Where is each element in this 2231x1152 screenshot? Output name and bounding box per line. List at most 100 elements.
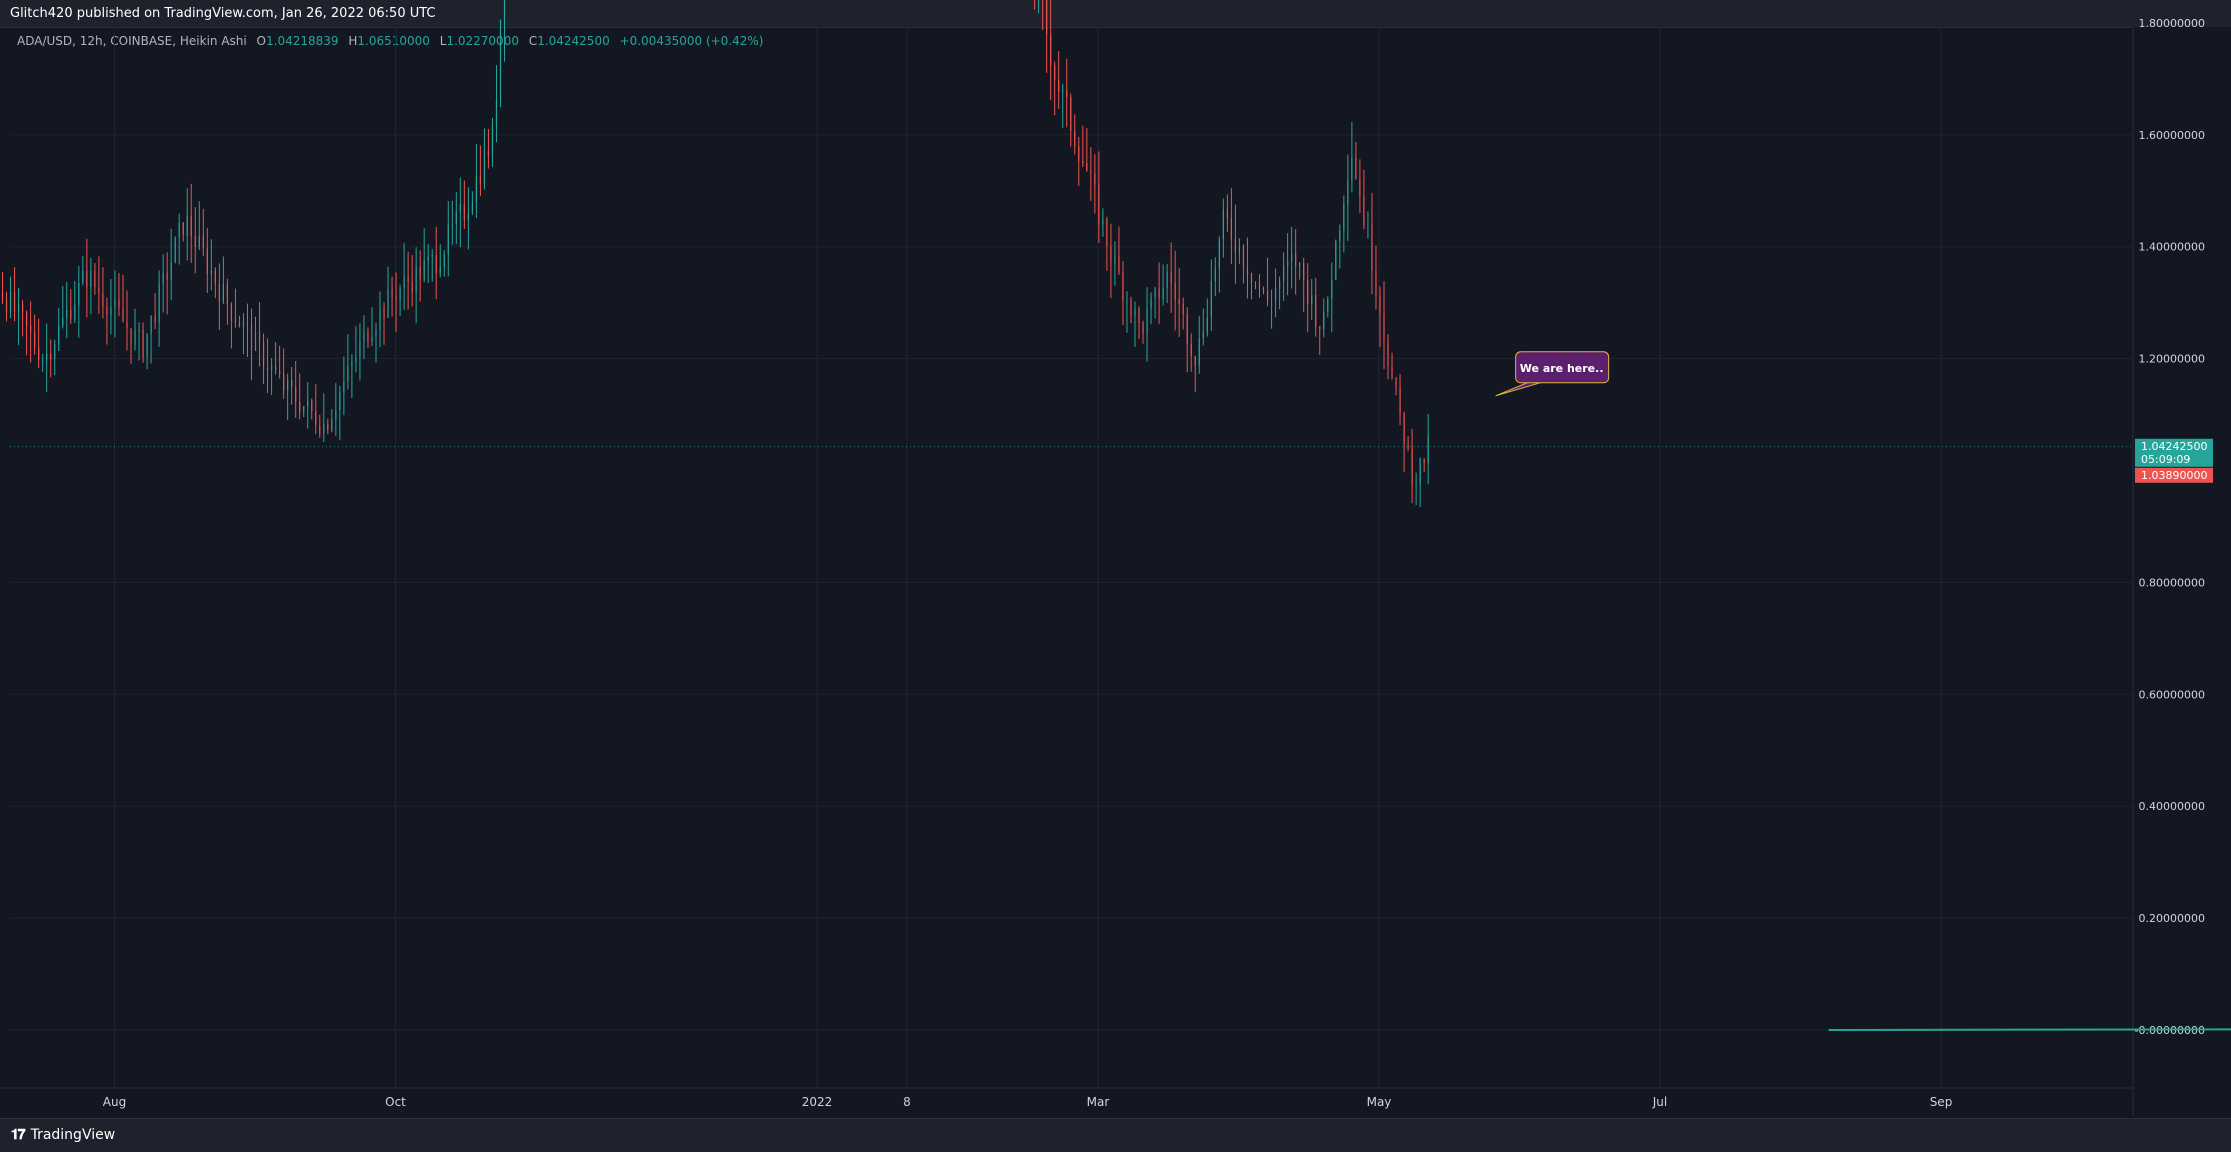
last-price-tag — [2135, 439, 2213, 467]
candle-body — [18, 304, 19, 312]
candle-body — [134, 330, 135, 344]
candle-body — [1403, 413, 1404, 445]
candle-body — [476, 177, 477, 203]
candle-body — [122, 308, 123, 322]
candle-body — [114, 299, 115, 307]
time-tick-label: Mar — [1087, 1095, 1110, 1109]
candle-body — [1291, 254, 1292, 261]
candle-body — [1259, 282, 1260, 289]
candle-body — [1299, 263, 1300, 266]
time-tick-label: Oct — [385, 1095, 406, 1109]
callout-text: We are here.. — [1520, 362, 1604, 375]
brand[interactable]: 𝟏𝟕 TradingView — [11, 1127, 115, 1143]
candle-body — [1395, 378, 1396, 388]
candle-body — [391, 290, 392, 297]
candle-body — [1199, 338, 1200, 365]
candle-body — [1142, 324, 1143, 334]
top-bar: Glitch420 published on TradingView.com, … — [0, 0, 2231, 28]
candle-body — [395, 297, 396, 300]
candle-body — [484, 151, 485, 185]
candle-body — [1150, 297, 1151, 308]
candle-body — [295, 388, 296, 402]
candle-body — [1407, 445, 1408, 447]
drawings: We are here.. — [10, 352, 2231, 1030]
candle-body — [10, 292, 11, 312]
candle-body — [1163, 288, 1164, 299]
candle-body — [428, 257, 429, 261]
last-price-label: 1.04242500 — [2141, 440, 2207, 453]
low-price-label: 1.03890000 — [2141, 469, 2207, 482]
candle-body — [343, 381, 344, 392]
candle-body — [2, 293, 3, 299]
candle-body — [367, 331, 368, 342]
candle-body — [1343, 204, 1344, 230]
candle-body — [251, 325, 252, 351]
time-axis: AprJunAugOct82022MarMayJulSep — [0, 1088, 2133, 1109]
candle-body — [1054, 66, 1055, 80]
candle-body — [1416, 484, 1417, 485]
candle-body — [175, 238, 176, 263]
candle-body — [1094, 173, 1095, 185]
candle-body — [1050, 35, 1051, 66]
price-tick-label: 0.80000000 — [2139, 576, 2205, 589]
candle-body — [106, 306, 107, 315]
candle-body — [1146, 309, 1147, 334]
chart-legend: ADA/USD, 12h, COINBASE, Heikin Ashi O1.0… — [17, 34, 763, 48]
candle-body — [496, 99, 497, 125]
candle-body — [1062, 90, 1063, 91]
candle-body — [1122, 272, 1123, 300]
candle-body — [54, 345, 55, 360]
candle-body — [74, 305, 75, 320]
candle-body — [138, 330, 139, 331]
candle-body — [412, 282, 413, 292]
candle-body — [1283, 266, 1284, 281]
candle-body — [1351, 158, 1352, 180]
candle-body — [247, 322, 248, 324]
candle-body — [1359, 179, 1360, 195]
candle-body — [183, 223, 184, 236]
candle-body — [187, 216, 188, 236]
candle-body — [118, 299, 119, 308]
candle-body — [1279, 281, 1280, 288]
candle-body — [90, 271, 91, 287]
candle-body — [243, 322, 244, 327]
candle-body — [399, 288, 400, 300]
candle-body — [215, 270, 216, 283]
price-tick-label: 0.20000000 — [2139, 912, 2205, 925]
candle-body — [155, 316, 156, 322]
symbol-label[interactable]: ADA/USD, 12h, COINBASE, Heikin Ashi — [17, 34, 247, 48]
low-price-tag — [2135, 468, 2213, 483]
candle-body — [1375, 271, 1376, 296]
candle-body — [1070, 97, 1071, 131]
candle-body — [267, 367, 268, 370]
grid-lines — [0, 0, 2133, 1142]
candle-body — [319, 425, 320, 433]
candle-body — [1267, 290, 1268, 301]
candle-body — [98, 287, 99, 293]
time-tick-label: 2022 — [802, 1095, 833, 1109]
candle-body — [1424, 459, 1425, 463]
candle-body — [38, 347, 39, 360]
candle-body — [387, 290, 388, 318]
candle-body — [315, 411, 316, 425]
candle-body — [1138, 309, 1139, 323]
candle-body — [416, 266, 417, 292]
candle-body — [1167, 272, 1168, 288]
currency-button[interactable]: USD — [2156, 33, 2198, 53]
candle-body — [1347, 180, 1348, 203]
publisher-label: Glitch420 published on TradingView.com, … — [10, 6, 436, 21]
callout-box — [1516, 352, 1609, 383]
candle-body — [408, 277, 409, 282]
candle-body — [1355, 158, 1356, 179]
time-tick-label: 8 — [903, 1095, 911, 1109]
candle-body — [460, 204, 461, 212]
candle-body — [1235, 239, 1236, 253]
candle-body — [263, 342, 264, 368]
candle-body — [351, 362, 352, 366]
candle-body — [1175, 283, 1176, 299]
candle-body — [271, 366, 272, 370]
candle-body — [480, 177, 481, 185]
candle-body — [303, 406, 304, 412]
candle-body — [1315, 295, 1316, 326]
